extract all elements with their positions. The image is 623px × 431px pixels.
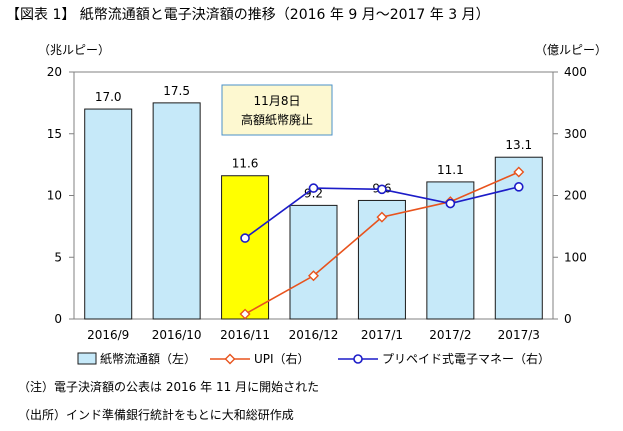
annotation-line-2: 高額紙幣廃止 [241, 112, 313, 127]
left-axis-tick-label: 15 [47, 127, 62, 141]
right-axis-tick-label: 200 [564, 189, 587, 203]
bar-data-label: 17.5 [163, 84, 190, 98]
legend-label: プリペイド式電子マネー（右） [382, 351, 550, 366]
left-axis-tick-label: 20 [47, 65, 62, 79]
prepaid-series-point [308, 183, 319, 193]
left-axis-tick-label: 5 [54, 250, 62, 264]
prepaid-series-point [445, 198, 456, 209]
bar-data-label: 9.2 [304, 186, 323, 200]
upi-series-point [239, 308, 251, 320]
legend-prepaid-marker [353, 354, 363, 364]
bar [221, 175, 270, 320]
bar-data-label: 13.1 [505, 138, 532, 152]
annotation-line-1: 11月8日 [254, 94, 301, 108]
x-axis-tick-label: 2016/12 [289, 328, 339, 342]
x-axis-tick-label: 2016/10 [152, 328, 202, 342]
right-axis-tick-label: 0 [564, 312, 572, 326]
upi-series-point [308, 270, 319, 282]
right-axis-tick-label: 100 [564, 250, 587, 264]
x-axis-tick-label: 2016/9 [87, 328, 129, 342]
prepaid-series-point [240, 233, 250, 243]
annotation-box [221, 84, 333, 136]
left-axis-tick-label: 10 [47, 189, 62, 203]
right-axis-unit-label: （億ルピー） [534, 43, 607, 57]
left-axis-tick-label: 0 [54, 312, 62, 326]
x-axis-tick-label: 2017/2 [429, 328, 471, 342]
bar-data-label: 11.6 [232, 157, 259, 171]
prepaid-series-point [377, 184, 387, 195]
chart-title: 【図表 1】 紙幣流通額と電子決済額の推移（2016 年 9 月～2017 年 … [6, 7, 490, 23]
bar [152, 102, 201, 320]
footnote: （注）電子決済額の公表は 2016 年 11 月に開始された [18, 380, 320, 394]
bar-data-label: 11.1 [437, 163, 464, 177]
x-axis-tick-label: 2017/1 [361, 328, 403, 342]
legend-upi-marker [224, 353, 236, 365]
right-axis-tick-label: 300 [564, 127, 587, 141]
x-axis-tick-label: 2016/11 [220, 328, 270, 342]
left-axis-unit-label: （兆ルピー） [38, 43, 111, 57]
x-axis-tick-label: 2017/3 [498, 328, 540, 342]
prepaid-series-point [513, 182, 524, 192]
upi-series-point [376, 211, 388, 223]
legend-label: 紙幣流通額（左） [100, 351, 196, 366]
source-note: （出所）インド準備銀行統計をもとに大和総研作成 [18, 408, 294, 422]
upi-series-point [513, 166, 525, 178]
bar-data-label: 17.0 [95, 90, 122, 104]
legend-label: UPI（右） [254, 351, 310, 366]
bar [494, 156, 543, 320]
legend-bar-swatch [77, 352, 97, 365]
right-axis-tick-label: 400 [564, 65, 587, 79]
bar [84, 108, 133, 320]
